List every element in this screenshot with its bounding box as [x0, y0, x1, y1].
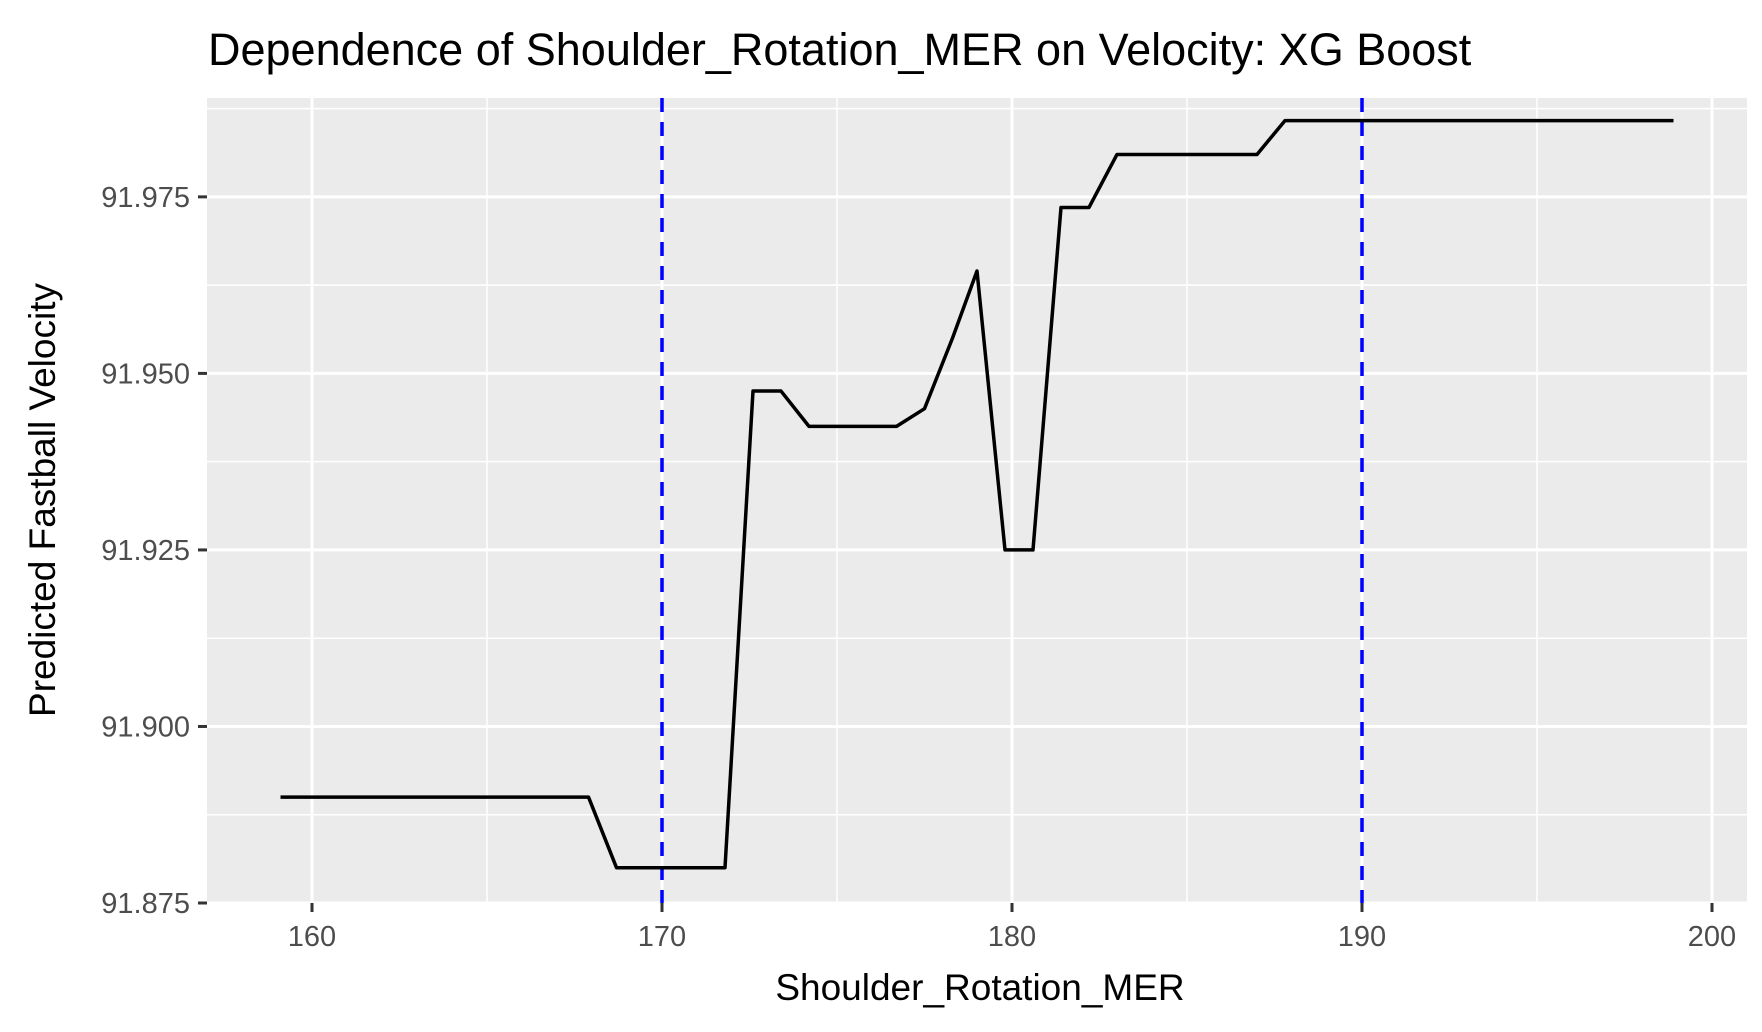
- x-axis: 160 170 180 190 200: [288, 903, 1736, 953]
- chart-title: Dependence of Shoulder_Rotation_MER on V…: [208, 24, 1472, 75]
- y-tick-label: 91.900: [101, 711, 190, 743]
- y-tick-label: 91.950: [101, 358, 190, 390]
- x-tick-label: 180: [988, 921, 1036, 953]
- y-tick-label: 91.925: [101, 535, 190, 567]
- x-tick-label: 170: [638, 921, 686, 953]
- series-group: [280, 118, 1674, 870]
- y-axis: 91.875 91.900 91.925 91.950 91.975: [101, 182, 207, 920]
- y-axis-title: Predicted Fastball Velocity: [22, 283, 63, 717]
- series-line-0: [280, 118, 1674, 870]
- x-axis-title: Shoulder_Rotation_MER: [775, 967, 1184, 1008]
- minor-gridlines: [207, 98, 1747, 903]
- plot-panel: [207, 98, 1747, 903]
- y-tick-label: 91.875: [101, 888, 190, 920]
- x-tick-label: 200: [1688, 921, 1736, 953]
- y-tick-label: 91.975: [101, 182, 190, 214]
- major-gridlines: [207, 98, 1747, 905]
- x-tick-label: 190: [1338, 921, 1386, 953]
- panel-background: [207, 98, 1747, 903]
- x-tick-label: 160: [288, 921, 336, 953]
